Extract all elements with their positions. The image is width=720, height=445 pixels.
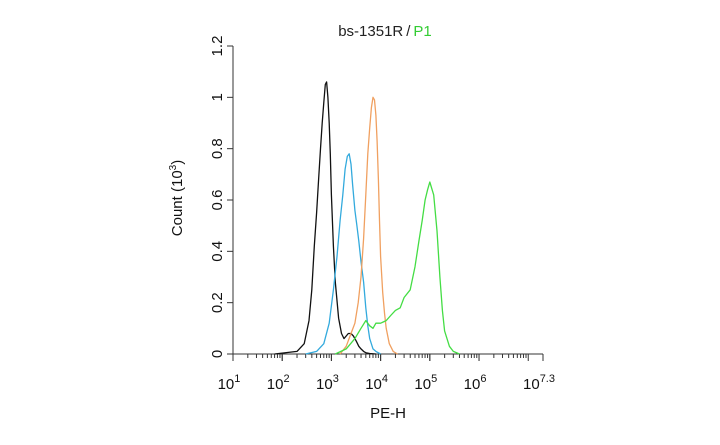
x-tick-label: 106 xyxy=(464,373,487,393)
x-tick-label: 103 xyxy=(316,373,339,393)
y-tick-label: 0.6 xyxy=(209,190,226,211)
x-axis-label: PE-H xyxy=(370,405,406,422)
y-axis-label-close: ) xyxy=(169,160,186,165)
y-tick-label: 0 xyxy=(209,350,226,358)
y-axis-label-exponent: 3 xyxy=(168,164,179,170)
y-tick-label: 1.2 xyxy=(209,36,226,57)
histogram-series-4 xyxy=(335,181,460,355)
y-tick-label: 0.2 xyxy=(209,292,226,313)
y-tick-label: 0.8 xyxy=(209,138,226,159)
histogram-series-2 xyxy=(305,153,381,355)
x-tick-label: 105 xyxy=(414,373,437,393)
x-tick-label: 101 xyxy=(218,373,241,393)
y-tick-label: 1 xyxy=(209,93,226,101)
title-sample: bs-1351R xyxy=(338,23,403,40)
y-tick-label: 0.4 xyxy=(209,241,226,262)
plot-area: 0 0.2 0.4 0.6 0.8 1 1.2 101 102 103 104 105 106 107.3 xyxy=(209,36,555,393)
histogram-series-1 xyxy=(274,81,376,355)
y-axis-label-text: Count (10 xyxy=(169,170,186,236)
title-gate: P1 xyxy=(413,23,431,40)
chart-title: bs-1351R / P1 xyxy=(338,23,432,40)
y-axis-label: Count (103) xyxy=(168,160,186,236)
histogram-series-3 xyxy=(339,96,398,355)
title-separator: / xyxy=(406,23,411,40)
x-tick-label: 107.3 xyxy=(523,373,555,393)
x-tick-label: 102 xyxy=(267,373,290,393)
x-tick-label: 104 xyxy=(365,373,388,393)
